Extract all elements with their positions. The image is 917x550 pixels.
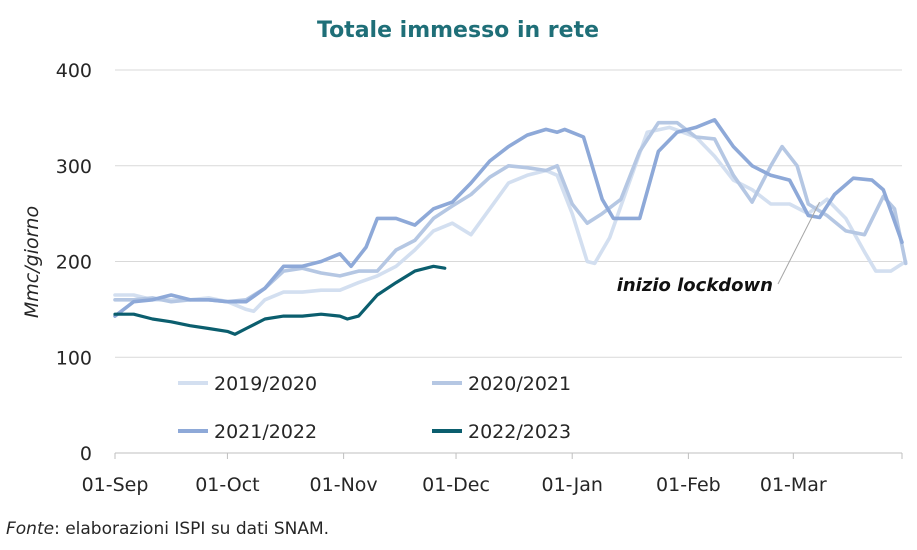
chart-title: Totale immesso in rete <box>317 18 599 43</box>
source-text: : elaborazioni ISPI su dati SNAM. <box>54 519 330 539</box>
x-tick-label: 01-Nov <box>310 474 378 496</box>
x-tick-label: 01-Feb <box>656 474 721 496</box>
legend: 2019/2020 2020/2021 2021/2022 2022/2023 <box>178 373 571 443</box>
legend-label: 2021/2022 <box>214 421 317 443</box>
series-lines <box>113 118 908 336</box>
legend-label: 2020/2021 <box>468 373 571 395</box>
x-tick-label: 01-Dec <box>422 474 490 496</box>
series-line-2019-2020 <box>113 125 908 314</box>
annotation-leader-line <box>777 201 820 285</box>
x-tick-label: 01-Oct <box>195 474 259 496</box>
source-note: Fonte: elaborazioni ISPI su dati SNAM. <box>6 519 329 539</box>
annotation-text: inizio lockdown <box>617 275 773 296</box>
series-line-2022-2023 <box>113 264 447 336</box>
series-line-2020-2021 <box>113 120 908 304</box>
y-axis-label: Mmc/giorno <box>21 206 43 318</box>
chart: Totale immesso in rete Mmc/giorno 0 100 20… <box>21 18 908 496</box>
legend-label: 2022/2023 <box>468 421 571 443</box>
grid <box>115 69 902 454</box>
x-tick-label: 01-Sep <box>82 474 149 496</box>
series-line-2021-2022 <box>113 118 904 318</box>
y-tick-label: 200 <box>56 252 92 274</box>
y-tick-label: 0 <box>80 443 92 465</box>
y-tick-label: 100 <box>56 347 92 369</box>
y-ticks: 0 100 200 300 400 <box>56 60 92 465</box>
x-tick-label: 01-Jan <box>542 474 603 496</box>
x-ticks: 01-Sep 01-Oct 01-Nov 01-Dec 01-Jan 01-Feb 01-M… <box>82 453 903 496</box>
legend-label: 2019/2020 <box>214 373 317 395</box>
annotation: inizio lockdown <box>617 201 820 296</box>
y-tick-label: 400 <box>56 60 92 82</box>
y-tick-label: 300 <box>56 156 92 178</box>
source-label: Fonte <box>6 519 55 539</box>
x-tick-label: 01-Mar <box>760 474 827 496</box>
